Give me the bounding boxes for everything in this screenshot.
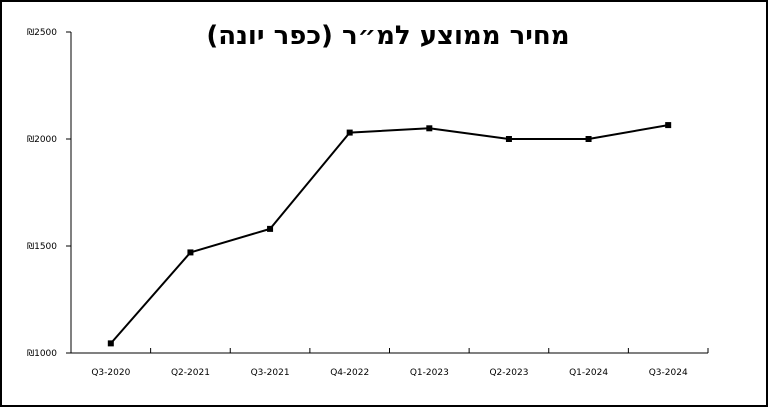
series-line xyxy=(110,124,669,345)
y-tick-label: ₪2000 xyxy=(27,135,57,145)
y-axis-ticks: ₪1000 ₪1500 ₪2000 ₪2500 xyxy=(27,28,71,359)
axes xyxy=(70,32,708,354)
data-point-marker xyxy=(267,225,274,232)
data-point-marker xyxy=(585,136,592,142)
x-tick-label: Q1-2024 xyxy=(569,368,608,378)
data-point-marker xyxy=(107,340,114,347)
x-tick-label: Q3-2020 xyxy=(91,368,130,378)
data-point-marker xyxy=(426,125,433,132)
x-tick-label: Q3-2021 xyxy=(251,368,290,378)
y-tick-label: ₪2500 xyxy=(27,28,57,38)
x-axis-ticks: Q3-2020 Q2-2021 Q3-2021 Q4-2022 Q1-2023 Q2-20… xyxy=(91,348,709,378)
x-tick-label: Q2-2023 xyxy=(489,368,528,378)
x-tick-label: Q4-2022 xyxy=(330,368,369,378)
data-point-marker xyxy=(665,122,672,129)
x-tick-label: Q2-2021 xyxy=(171,368,210,378)
data-point-marker xyxy=(505,136,512,142)
data-point-marker xyxy=(187,249,194,256)
series-group xyxy=(107,122,672,347)
data-point-marker xyxy=(346,129,353,136)
x-tick-label: Q3-2024 xyxy=(649,368,688,378)
x-tick-label: Q1-2023 xyxy=(410,368,449,378)
y-tick-label: ₪1000 xyxy=(27,349,57,359)
y-tick-label: ₪1500 xyxy=(27,242,57,252)
chart-title: מחיר ממוצע למ״ר (כפר יונה) xyxy=(206,21,569,51)
